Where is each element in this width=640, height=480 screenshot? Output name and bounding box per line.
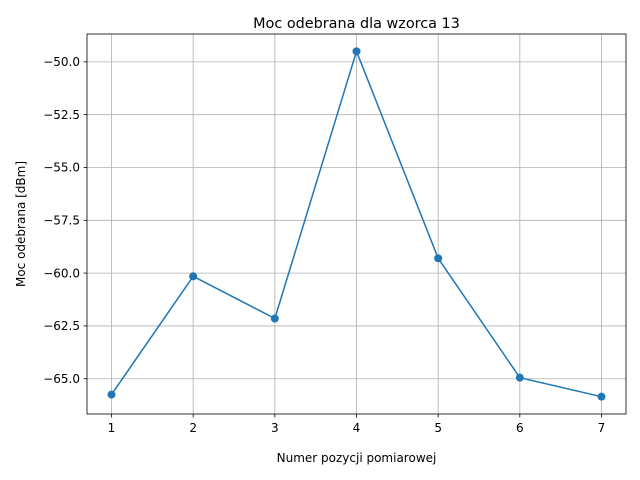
data-point [434, 254, 443, 263]
data-point [270, 314, 279, 323]
data-point [515, 373, 524, 382]
y-tick-label: −60.0 [43, 266, 80, 280]
grid [87, 34, 626, 414]
chart-title: Moc odebrana dla wzorca 13 [253, 16, 460, 32]
y-tick-label: −65.0 [43, 372, 80, 386]
series-layer [107, 47, 606, 401]
data-point [597, 392, 606, 401]
y-tick-label: −57.5 [43, 214, 80, 228]
x-tick-label: 4 [353, 421, 361, 435]
x-tick-label: 6 [516, 421, 524, 435]
x-tick-label: 1 [108, 421, 116, 435]
data-point [189, 272, 198, 281]
y-axis-label: Moc odebrana [dBm] [14, 161, 28, 287]
x-tick-label: 7 [598, 421, 606, 435]
x-axis: 1 2 3 4 5 6 7 [108, 414, 606, 435]
y-tick-label: −55.0 [43, 161, 80, 175]
x-tick-label: 5 [434, 421, 442, 435]
data-point [107, 390, 116, 399]
x-tick-label: 2 [189, 421, 197, 435]
y-axis: −65.0 −62.5 −60.0 −57.5 −55.0 −52.5 −50.0 [43, 55, 87, 386]
y-tick-label: −62.5 [43, 319, 80, 333]
x-tick-label: 3 [271, 421, 279, 435]
y-tick-label: −52.5 [43, 108, 80, 122]
y-tick-label: −50.0 [43, 55, 80, 69]
data-point [352, 47, 361, 56]
x-axis-label: Numer pozycji pomiarowej [277, 451, 437, 465]
plot-area [86, 33, 627, 415]
